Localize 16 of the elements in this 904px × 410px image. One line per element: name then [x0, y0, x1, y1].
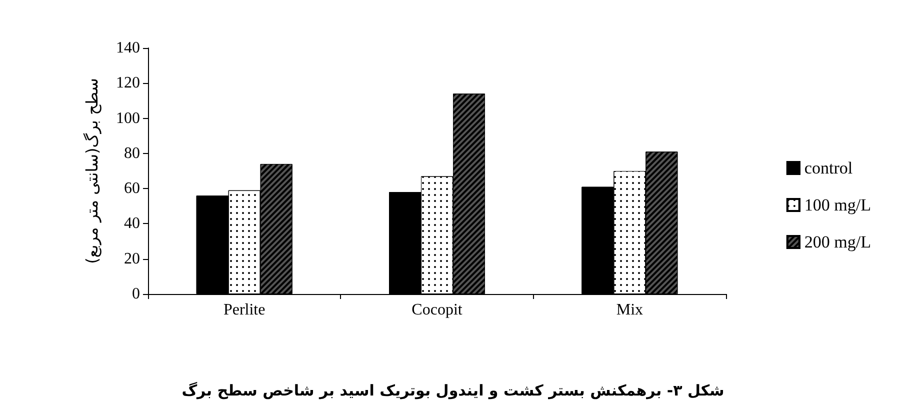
y-axis-title: سطح برگ(سانتی متر مربع) [82, 78, 102, 264]
x-tick-label: Mix [616, 302, 644, 318]
y-tick-label: 60 [124, 180, 140, 198]
y-tick-label: 120 [116, 74, 140, 92]
legend-label: 200 mg/L [804, 232, 872, 252]
legend-label: 100 mg/L [804, 196, 872, 214]
x-tick-label: Cocopit [412, 302, 463, 318]
y-tick-label: 80 [124, 144, 140, 162]
y-tick-label: 40 [124, 215, 140, 232]
legend-label: control [804, 158, 853, 178]
y-tick-label: 140 [116, 40, 140, 56]
text: شکل ۳- برهمکنش بستر کشت و ایندول بوتریک اسید بر شاخص سطح برگ [182, 382, 724, 400]
y-tick-label: 100 [116, 110, 140, 127]
x-tick-label: Perlite [223, 302, 266, 318]
y-tick-label: 0 [132, 286, 140, 302]
y-tick-label: 20 [124, 250, 140, 268]
